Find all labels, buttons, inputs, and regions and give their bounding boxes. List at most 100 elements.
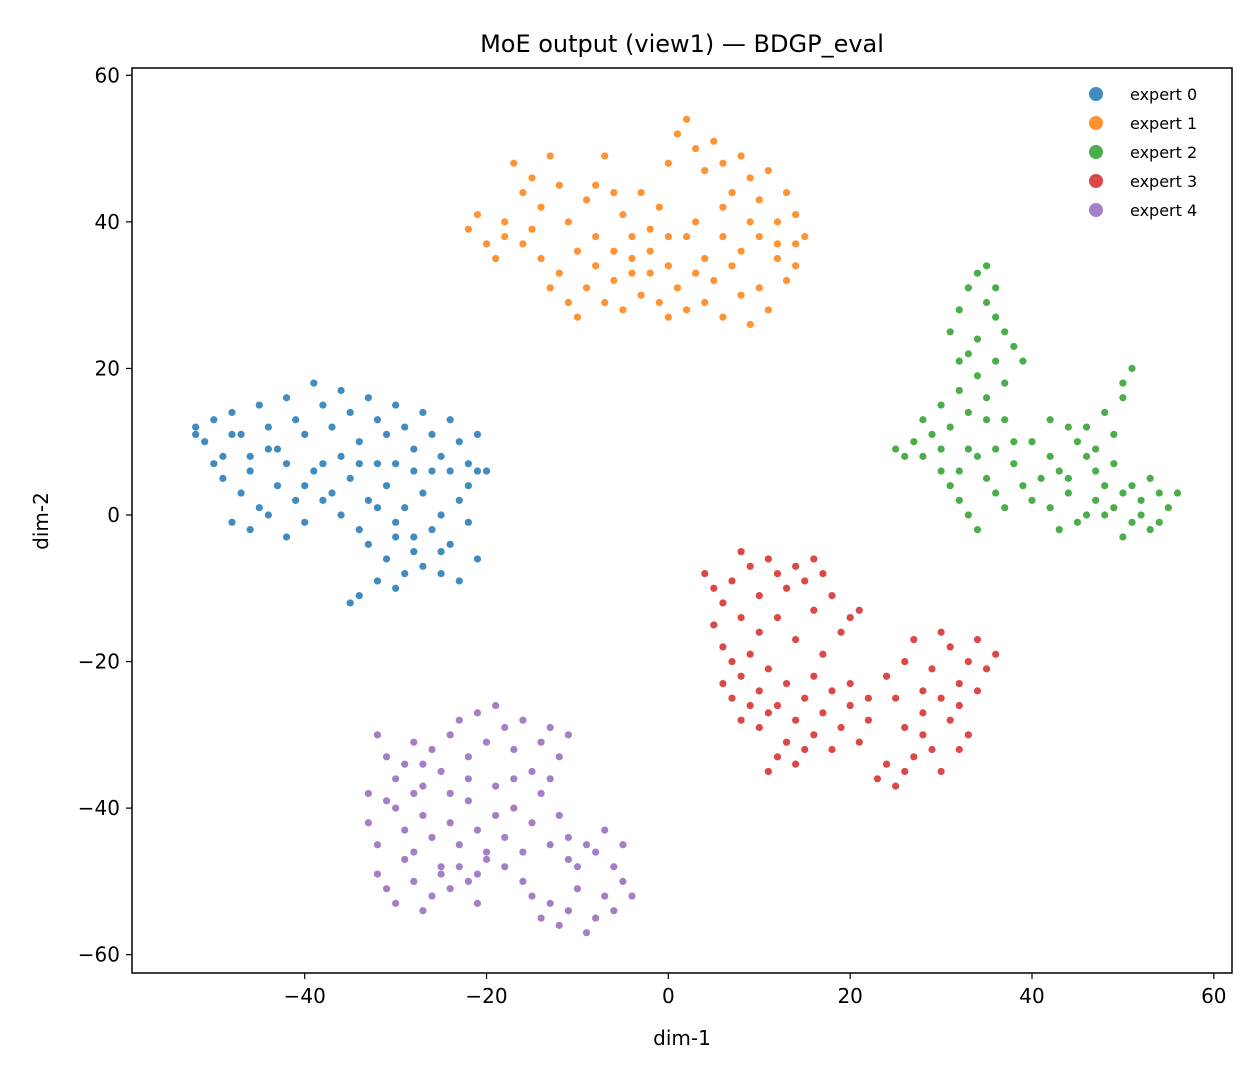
- data-point-expert-4: [464, 753, 472, 761]
- data-point-expert-4: [492, 701, 500, 710]
- data-point-expert-1: [628, 269, 636, 277]
- data-point-expert-1: [710, 137, 718, 145]
- data-point-expert-3: [764, 665, 772, 673]
- data-point-expert-0: [437, 452, 445, 460]
- data-point-expert-1: [555, 269, 563, 277]
- data-point-expert-4: [419, 760, 427, 768]
- data-point-expert-4: [537, 914, 545, 922]
- chart-title: MoE output (view1) — BDGP_eval: [480, 30, 884, 58]
- data-point-expert-2: [1082, 452, 1091, 460]
- data-point-expert-1: [801, 232, 809, 241]
- y-tick-label: 0: [107, 503, 120, 527]
- data-point-expert-3: [819, 570, 827, 578]
- data-point-expert-1: [646, 247, 654, 255]
- data-point-expert-0: [219, 452, 227, 460]
- data-point-expert-0: [455, 438, 463, 446]
- data-point-expert-2: [1001, 379, 1009, 387]
- data-point-expert-0: [455, 577, 463, 585]
- data-point-expert-4: [510, 775, 518, 783]
- data-point-expert-1: [473, 210, 482, 219]
- data-point-expert-1: [592, 181, 600, 189]
- data-point-expert-0: [419, 562, 427, 570]
- data-point-expert-1: [719, 232, 727, 241]
- data-point-expert-4: [382, 753, 391, 761]
- data-point-expert-0: [410, 548, 418, 556]
- data-point-expert-1: [610, 276, 618, 285]
- data-point-expert-2: [919, 416, 927, 424]
- data-point-expert-4: [364, 819, 372, 827]
- data-point-expert-3: [728, 694, 736, 702]
- data-point-expert-1: [755, 284, 763, 292]
- data-point-expert-0: [282, 460, 291, 468]
- data-point-expert-2: [1119, 489, 1127, 497]
- data-point-expert-4: [546, 899, 554, 907]
- data-point-expert-2: [1173, 489, 1182, 497]
- y-tick-label: −20: [78, 650, 120, 674]
- data-point-expert-2: [982, 262, 991, 270]
- legend-marker: [1089, 174, 1103, 188]
- data-point-expert-1: [664, 159, 672, 167]
- data-point-expert-1: [701, 254, 709, 263]
- data-point-expert-2: [964, 408, 972, 417]
- y-tick-label: 20: [95, 356, 120, 380]
- legend-marker: [1089, 203, 1103, 217]
- data-point-expert-0: [282, 533, 291, 541]
- data-point-expert-4: [528, 767, 536, 776]
- data-point-expert-3: [892, 782, 900, 790]
- data-point-expert-0: [364, 540, 372, 548]
- data-point-expert-1: [737, 152, 745, 160]
- data-point-expert-3: [792, 635, 800, 644]
- data-point-expert-2: [901, 452, 909, 460]
- data-point-expert-1: [673, 284, 682, 292]
- data-point-expert-1: [782, 276, 791, 285]
- data-point-expert-2: [1001, 504, 1009, 512]
- data-point-expert-2: [1046, 452, 1054, 460]
- data-point-expert-2: [982, 298, 991, 307]
- data-point-expert-2: [1128, 482, 1136, 490]
- data-point-expert-1: [719, 313, 727, 321]
- data-point-expert-0: [401, 423, 409, 431]
- data-point-expert-2: [992, 445, 1000, 453]
- data-point-expert-0: [337, 386, 345, 395]
- data-point-expert-3: [937, 767, 945, 776]
- data-point-expert-4: [392, 899, 400, 907]
- data-point-expert-3: [937, 628, 945, 636]
- data-point-expert-4: [537, 789, 545, 798]
- data-point-expert-1: [673, 130, 682, 138]
- data-point-expert-1: [792, 210, 800, 219]
- data-point-expert-4: [519, 848, 527, 856]
- data-point-expert-2: [964, 445, 972, 453]
- data-point-expert-4: [501, 833, 509, 842]
- data-point-expert-0: [319, 401, 327, 409]
- data-point-expert-1: [764, 306, 772, 314]
- data-point-expert-3: [819, 650, 827, 658]
- data-point-expert-4: [464, 797, 472, 805]
- data-point-expert-1: [773, 218, 782, 226]
- data-point-expert-3: [892, 694, 900, 702]
- data-point-expert-3: [801, 745, 809, 754]
- data-point-expert-4: [428, 833, 436, 842]
- data-point-expert-1: [737, 247, 745, 255]
- data-point-expert-1: [664, 232, 672, 241]
- legend-label: expert 4: [1130, 201, 1197, 220]
- data-point-expert-1: [664, 313, 672, 321]
- data-point-expert-3: [764, 555, 772, 563]
- data-point-expert-3: [828, 592, 836, 600]
- data-point-expert-1: [719, 203, 727, 211]
- data-point-expert-2: [937, 445, 945, 453]
- data-point-expert-4: [582, 929, 591, 937]
- points-layer: [192, 115, 1182, 937]
- data-point-expert-1: [592, 262, 600, 270]
- data-point-expert-0: [364, 394, 372, 402]
- data-point-expert-3: [719, 679, 727, 688]
- data-point-expert-1: [782, 188, 791, 197]
- data-point-expert-0: [228, 518, 236, 526]
- plot-frame: [131, 67, 1233, 974]
- data-point-expert-0: [392, 460, 400, 468]
- data-point-expert-3: [773, 613, 782, 622]
- data-point-expert-3: [728, 657, 736, 666]
- data-point-expert-2: [1073, 438, 1082, 446]
- data-point-expert-4: [573, 885, 582, 893]
- data-point-expert-3: [746, 650, 754, 658]
- data-point-expert-0: [392, 518, 400, 526]
